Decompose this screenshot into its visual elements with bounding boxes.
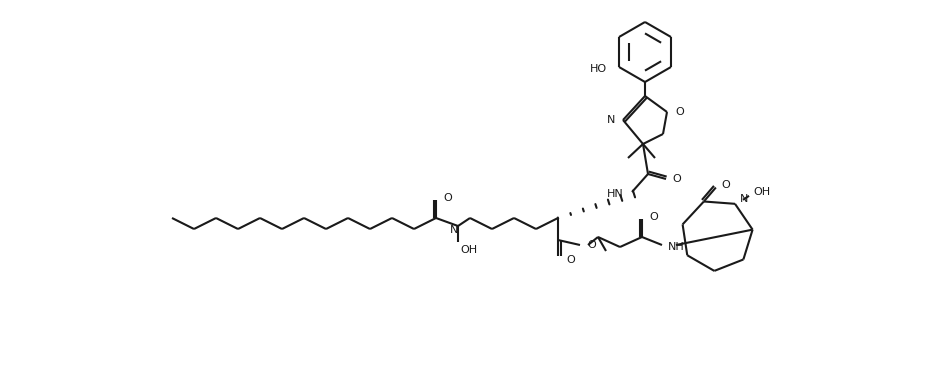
Text: O: O xyxy=(722,180,730,191)
Text: O: O xyxy=(566,255,575,265)
Text: OH: OH xyxy=(460,245,477,255)
Text: O: O xyxy=(672,174,681,184)
Text: O: O xyxy=(675,107,684,117)
Text: HN: HN xyxy=(607,189,624,199)
Text: NH: NH xyxy=(668,242,684,252)
Text: N: N xyxy=(740,194,748,204)
Text: O: O xyxy=(587,240,596,250)
Text: O: O xyxy=(649,212,658,222)
Text: O: O xyxy=(443,193,452,203)
Text: N: N xyxy=(449,225,458,235)
Text: N: N xyxy=(606,115,615,125)
Text: OH: OH xyxy=(753,187,770,197)
Text: HO: HO xyxy=(590,64,607,74)
